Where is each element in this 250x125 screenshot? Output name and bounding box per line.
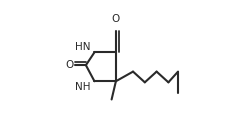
Text: O: O [66,60,74,70]
Text: O: O [112,14,120,24]
Text: NH: NH [75,82,90,92]
Text: HN: HN [75,42,90,52]
